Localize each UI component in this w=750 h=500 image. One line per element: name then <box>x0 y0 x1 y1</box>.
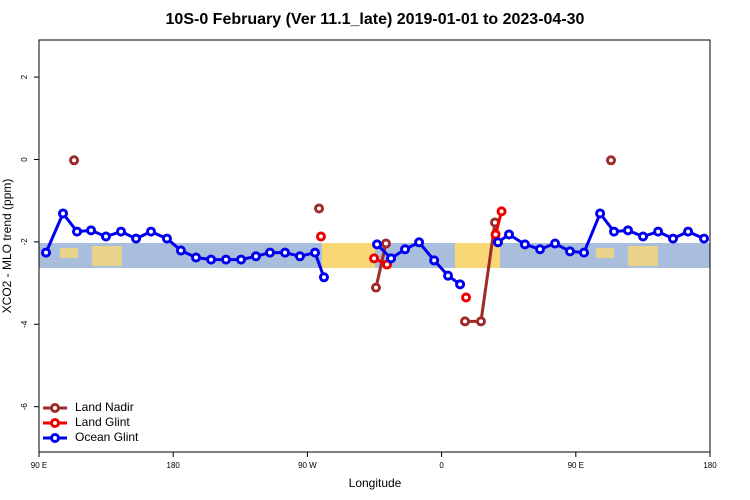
point <box>220 254 231 265</box>
point <box>314 203 325 214</box>
x-tick-label: 90 E <box>31 461 47 470</box>
point <box>161 233 172 244</box>
x-axis-label: Longitude <box>349 476 402 490</box>
point <box>310 247 321 258</box>
legend-marker <box>50 403 60 413</box>
point <box>369 253 380 264</box>
point <box>496 206 507 217</box>
point <box>191 252 202 263</box>
point <box>386 253 397 264</box>
point <box>72 226 83 237</box>
point <box>699 233 710 244</box>
point <box>100 231 111 242</box>
point <box>315 231 326 242</box>
point <box>595 208 606 219</box>
point <box>475 316 486 327</box>
point <box>653 226 664 237</box>
legend-label: Land Nadir <box>75 400 134 414</box>
y-tick-label: -2 <box>20 238 29 246</box>
point <box>236 254 247 265</box>
point <box>503 229 514 240</box>
point <box>460 316 471 327</box>
point <box>550 238 561 249</box>
point <box>668 233 679 244</box>
point <box>116 226 127 237</box>
point <box>370 282 381 293</box>
y-tick-label: -6 <box>20 403 29 411</box>
point <box>492 237 503 248</box>
point <box>41 247 52 258</box>
point <box>372 239 383 250</box>
point <box>175 245 186 256</box>
plot-frame <box>38 39 711 453</box>
point <box>461 292 472 303</box>
point <box>638 231 649 242</box>
point <box>519 239 530 250</box>
point <box>280 247 291 258</box>
point <box>622 225 633 236</box>
point <box>400 244 411 255</box>
legend-label: Ocean Glint <box>75 430 139 444</box>
point <box>294 251 305 262</box>
point <box>414 237 425 248</box>
point <box>429 255 440 266</box>
point <box>605 155 616 166</box>
legend-marker <box>50 433 60 443</box>
x-tick-label: 180 <box>167 461 181 470</box>
x-tick-label: 0 <box>439 461 444 470</box>
chart-title: 10S-0 February (Ver 11.1_late) 2019-01-0… <box>166 11 585 28</box>
point <box>443 270 454 281</box>
x-tick-label: 90 E <box>568 461 584 470</box>
point <box>535 244 546 255</box>
x-tick-label: 180 <box>703 461 717 470</box>
legend-marker <box>50 418 60 428</box>
y-axis-label: XCO2 - MLO trend (ppm) <box>0 179 14 314</box>
point <box>86 225 97 236</box>
point <box>131 233 142 244</box>
point <box>145 226 156 237</box>
point <box>455 279 466 290</box>
y-tick-label: -4 <box>20 320 29 328</box>
point <box>250 251 261 262</box>
point <box>69 155 80 166</box>
point <box>380 238 391 249</box>
point <box>608 226 619 237</box>
x-tick-label: 90 W <box>298 461 317 470</box>
point <box>318 272 329 283</box>
y-tick-label: 0 <box>20 157 29 162</box>
point <box>264 247 275 258</box>
point <box>579 247 590 258</box>
point <box>206 254 217 265</box>
y-tick-label: 2 <box>20 74 29 79</box>
point <box>683 226 694 237</box>
point <box>58 208 69 219</box>
legend-label: Land Glint <box>75 415 130 429</box>
point <box>564 246 575 257</box>
point <box>490 229 501 240</box>
